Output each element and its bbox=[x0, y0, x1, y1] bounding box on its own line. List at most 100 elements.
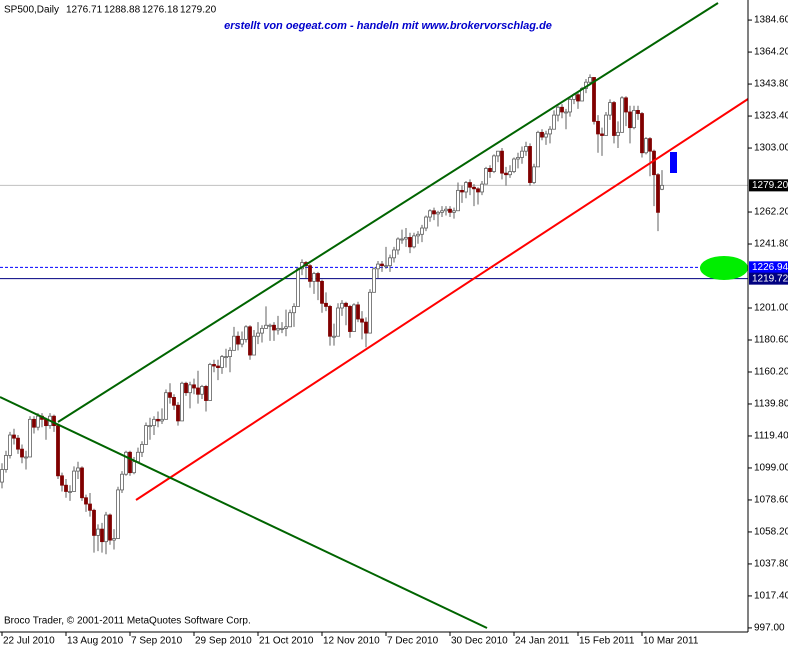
overlay bbox=[0, 2, 749, 629]
y-tick-label: 1078.60 bbox=[754, 495, 788, 506]
candle-body bbox=[116, 489, 120, 539]
y-tick-label: 1180.60 bbox=[754, 335, 788, 346]
candle-body bbox=[352, 304, 356, 332]
candle-body bbox=[396, 238, 400, 251]
candle-body bbox=[188, 384, 192, 394]
candle-body bbox=[428, 210, 432, 218]
candle-body bbox=[72, 470, 76, 492]
candle-body bbox=[220, 356, 224, 368]
candle-body bbox=[532, 166, 536, 183]
candle-body bbox=[444, 208, 448, 212]
candle-body bbox=[472, 186, 476, 190]
y-tick-label: 1303.00 bbox=[754, 143, 788, 154]
candle-body bbox=[632, 110, 636, 129]
y-tick-label: 997.00 bbox=[754, 623, 785, 634]
candle-body bbox=[420, 227, 424, 235]
candle-body bbox=[592, 77, 596, 122]
y-tick-label: 1037.80 bbox=[754, 559, 788, 570]
target-marker bbox=[670, 152, 677, 173]
x-tick-label: 24 Jan 2011 bbox=[515, 636, 570, 647]
y-tick-label: 1262.20 bbox=[754, 207, 788, 218]
candle-body bbox=[260, 327, 264, 334]
axes: 1384.60 1364.20 1343.80 1323.40 1303.00 1262.… bbox=[1, 15, 788, 647]
y-tick-label: 1099.00 bbox=[754, 463, 788, 474]
candle-body bbox=[476, 188, 480, 193]
level-label-box bbox=[749, 261, 788, 274]
candle-body bbox=[60, 475, 64, 486]
candle-body bbox=[604, 114, 608, 136]
x-tick-label: 21 Oct 2010 bbox=[259, 636, 314, 647]
zone-marker bbox=[700, 256, 748, 280]
candle-body bbox=[16, 437, 20, 450]
candle-body bbox=[128, 451, 132, 474]
candle-body bbox=[144, 425, 148, 445]
candle-body bbox=[76, 467, 80, 472]
candle-body bbox=[56, 425, 60, 477]
candle-body bbox=[640, 113, 644, 154]
candle-body bbox=[20, 448, 24, 458]
candle-body bbox=[528, 146, 532, 183]
candle-body bbox=[24, 456, 28, 459]
candle-body bbox=[520, 150, 524, 158]
candle-body bbox=[416, 233, 420, 237]
candle-body bbox=[496, 150, 500, 157]
candle-body bbox=[196, 387, 200, 395]
candle-body bbox=[232, 335, 236, 351]
y-tick-label: 1384.60 bbox=[754, 15, 788, 26]
x-tick-label: 22 Jul 2010 bbox=[3, 636, 55, 647]
candle-body bbox=[500, 150, 504, 174]
candle-body bbox=[324, 302, 328, 307]
x-tick-label: 10 Mar 2011 bbox=[643, 636, 699, 647]
candle-body bbox=[288, 312, 292, 328]
candle-body bbox=[208, 364, 212, 401]
candle-body bbox=[540, 131, 544, 138]
candle-body bbox=[36, 415, 40, 428]
candle-body bbox=[148, 425, 152, 428]
level-label-box bbox=[749, 272, 788, 285]
candle-body bbox=[240, 338, 244, 345]
candle-body bbox=[624, 97, 628, 113]
candle-body bbox=[384, 265, 388, 268]
candle-body bbox=[620, 97, 624, 133]
candle-body bbox=[104, 514, 108, 543]
candle-body bbox=[636, 110, 640, 114]
candle-body bbox=[432, 210, 436, 215]
candle-body bbox=[556, 106, 560, 116]
candle-body bbox=[88, 503, 92, 511]
candle-body bbox=[216, 365, 220, 368]
candle-body bbox=[96, 528, 100, 536]
candle-body bbox=[132, 461, 136, 474]
candle-body bbox=[8, 434, 12, 456]
candle-body bbox=[464, 182, 468, 193]
candle-body bbox=[648, 138, 652, 152]
candle-body bbox=[340, 302, 344, 309]
candle-body bbox=[328, 306, 332, 337]
candle-body bbox=[360, 318, 364, 323]
candle-body bbox=[524, 146, 528, 152]
candle-body bbox=[568, 99, 572, 113]
y-tick-label: 1364.20 bbox=[754, 47, 788, 58]
candle-body bbox=[596, 120, 600, 135]
candle-body bbox=[156, 418, 160, 422]
x-tick-label: 13 Aug 2010 bbox=[67, 636, 124, 647]
candle-body bbox=[400, 238, 404, 241]
x-tick-label: 12 Nov 2010 bbox=[323, 636, 380, 647]
candle-body bbox=[600, 133, 604, 136]
candle-body bbox=[292, 306, 296, 314]
candle-body bbox=[276, 327, 280, 331]
candle-body bbox=[588, 77, 592, 83]
candle-body bbox=[296, 268, 300, 307]
candle-body bbox=[120, 473, 124, 491]
candle-body bbox=[68, 491, 72, 493]
candle-body bbox=[560, 106, 564, 113]
candle-body bbox=[244, 326, 248, 340]
candle-body bbox=[280, 327, 284, 330]
candle-body bbox=[4, 455, 8, 470]
candle-body bbox=[512, 158, 516, 172]
candle-body bbox=[224, 356, 228, 359]
candle-body bbox=[372, 268, 376, 293]
candle-body bbox=[348, 306, 352, 332]
candle-body bbox=[576, 94, 580, 102]
